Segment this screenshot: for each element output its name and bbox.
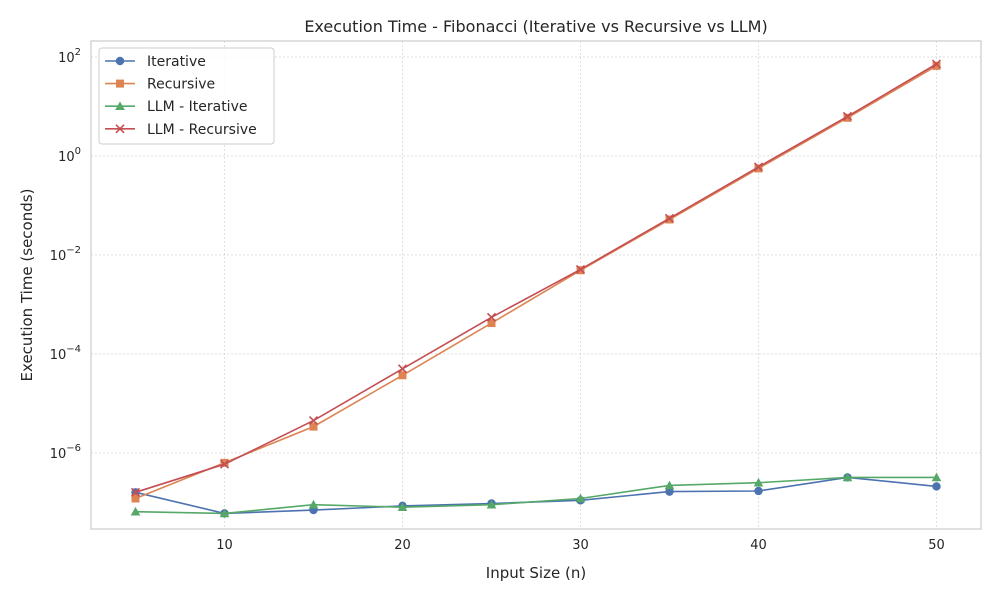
data-point: [486, 499, 497, 509]
x-axis-label: Input Size (n): [486, 564, 586, 582]
series-line: [135, 63, 937, 494]
legend: Iterative Recursive LLM - Iterative LLM - R…: [98, 47, 275, 145]
data-point: [931, 472, 942, 482]
legend-entry: Iterative: [105, 54, 206, 70]
legend-entry: LLM - Recursive: [105, 122, 257, 138]
data-point: [842, 111, 853, 121]
x-tick-label: 10: [216, 538, 233, 553]
y-axis-ticks: 10−6 10−4 10−2 100 102: [50, 47, 81, 462]
data-point: [130, 487, 141, 497]
data-point: [753, 162, 764, 172]
data-point: [309, 422, 318, 431]
series-llm-iterative: [130, 472, 942, 518]
series-llm-recursive: [130, 59, 942, 497]
series-group: [130, 59, 942, 518]
series-line: [135, 65, 937, 500]
legend-marker: [115, 101, 125, 111]
data-point: [397, 502, 408, 512]
data-point: [397, 364, 408, 374]
data-point: [754, 486, 763, 496]
data-point: [665, 487, 674, 496]
legend-label: Recursive: [147, 77, 215, 93]
series-line: [135, 476, 937, 515]
chart-title: Execution Time - Fibonacci (Iterative vs…: [304, 17, 767, 36]
y-tick-label: 10−6: [50, 443, 81, 462]
data-point: [308, 499, 319, 509]
legend-entry: Recursive: [105, 77, 215, 93]
data-point: [220, 458, 229, 467]
data-point: [754, 164, 763, 173]
data-point: [664, 213, 675, 223]
data-point: [219, 508, 230, 518]
y-tick-label: 10−2: [50, 245, 81, 264]
legend-label: Iterative: [147, 54, 206, 70]
data-point: [130, 506, 141, 516]
data-point: [219, 459, 230, 469]
legend-marker: [115, 124, 125, 134]
data-point: [486, 312, 497, 322]
y-axis-label: Execution Time (seconds): [18, 189, 36, 382]
grid: [91, 41, 981, 529]
x-tick-label: 40: [750, 538, 767, 553]
legend-label: LLM - Recursive: [147, 122, 257, 138]
legend-box: [98, 47, 275, 145]
data-point: [131, 494, 140, 503]
data-point: [575, 264, 586, 274]
data-point: [398, 371, 407, 380]
data-point: [487, 319, 496, 328]
data-point: [843, 113, 852, 122]
series-line: [135, 476, 937, 515]
y-tick-label: 100: [58, 146, 81, 165]
data-point: [842, 472, 853, 482]
data-point: [308, 416, 319, 426]
legend-marker: [116, 79, 124, 88]
y-tick-label: 10−4: [50, 344, 81, 363]
x-tick-label: 30: [572, 538, 589, 553]
data-point: [575, 493, 586, 503]
plot-area-frame: [90, 40, 982, 530]
data-point: [664, 480, 675, 490]
y-tick-label: 102: [58, 47, 81, 66]
x-axis-ticks: 10 20 30 40 50: [216, 538, 945, 553]
legend-marker: [115, 56, 125, 66]
data-point: [665, 215, 674, 224]
data-point: [931, 59, 942, 69]
x-tick-label: 20: [394, 538, 411, 553]
data-point: [753, 477, 764, 487]
x-tick-label: 50: [928, 538, 945, 553]
data-point: [932, 61, 941, 70]
legend-label: LLM - Iterative: [147, 99, 247, 115]
data-point: [932, 482, 941, 491]
legend-entry: LLM - Iterative: [105, 99, 247, 115]
